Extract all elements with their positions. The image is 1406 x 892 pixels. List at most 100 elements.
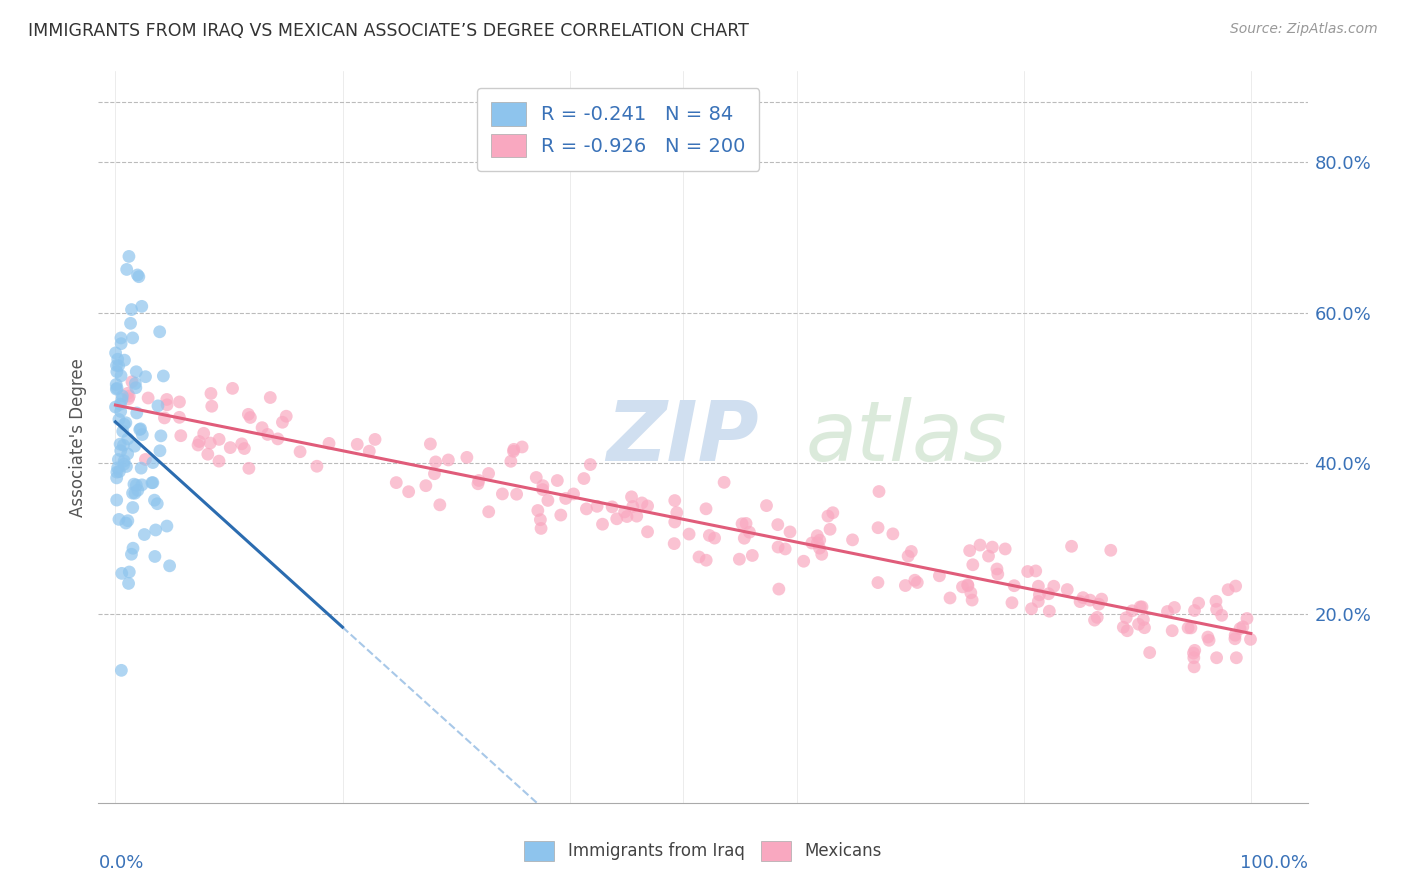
Text: IMMIGRANTS FROM IRAQ VS MEXICAN ASSOCIATE’S DEGREE CORRELATION CHART: IMMIGRANTS FROM IRAQ VS MEXICAN ASSOCIAT… [28,22,749,40]
Point [1087,597,1109,611]
Point [1128,617,1150,632]
Point [977,549,1000,563]
Point [1225,579,1247,593]
Point [1133,621,1156,635]
Point [142,475,165,490]
Point [664,515,686,529]
Point [793,554,815,568]
Point [1182,646,1205,660]
Point [114,353,136,368]
Point [107,359,129,373]
Point [969,538,991,552]
Point [1083,613,1105,627]
Point [233,442,256,456]
Point [267,432,290,446]
Point [606,512,628,526]
Point [208,454,231,468]
Point [1060,539,1083,553]
Point [111,425,134,439]
Point [200,436,222,450]
Point [121,302,143,317]
Point [129,422,152,436]
Point [810,547,832,561]
Point [467,476,489,491]
Point [117,392,139,406]
Point [600,500,623,514]
Point [259,391,281,405]
Point [425,455,447,469]
Point [159,558,181,573]
Point [415,478,437,492]
Point [524,470,547,484]
Point [502,444,524,458]
Point [104,400,127,414]
Point [1078,593,1101,607]
Point [631,496,654,510]
Point [110,443,132,458]
Point [981,540,1004,554]
Point [1130,599,1153,614]
Point [664,493,686,508]
Point [818,522,841,536]
Point [695,553,717,567]
Point [364,433,387,447]
Point [531,478,554,492]
Point [156,392,179,407]
Point [468,474,491,488]
Point [149,325,172,339]
Point [105,365,128,379]
Point [105,359,128,373]
Point [1218,582,1240,597]
Point [1225,650,1247,665]
Point [616,509,638,524]
Point [128,423,150,437]
Point [592,517,614,532]
Point [1232,620,1254,634]
Point [1112,620,1135,634]
Point [510,440,533,454]
Point [239,410,262,425]
Point [821,506,844,520]
Point [110,404,132,418]
Point [728,552,751,566]
Point [1197,630,1219,644]
Point [238,461,260,475]
Point [423,467,446,481]
Point [105,493,128,508]
Point [117,432,139,446]
Point [156,519,179,533]
Point [125,478,148,492]
Point [105,465,128,479]
Point [572,471,595,485]
Point [1205,594,1227,608]
Point [868,521,890,535]
Point [956,579,979,593]
Point [288,444,311,458]
Point [806,536,828,550]
Point [1091,592,1114,607]
Point [491,487,513,501]
Point [108,512,131,526]
Point [766,540,789,554]
Point [141,475,163,490]
Point [108,465,131,479]
Point [136,391,159,405]
Point [994,541,1017,556]
Point [1129,599,1152,614]
Point [429,498,451,512]
Point [986,562,1008,576]
Point [956,578,979,592]
Point [613,505,636,519]
Point [118,565,141,579]
Point [1038,604,1060,618]
Point [733,531,755,545]
Point [1184,643,1206,657]
Y-axis label: Associate's Degree: Associate's Degree [69,358,87,516]
Point [1229,622,1251,636]
Point [156,398,179,412]
Point [193,426,215,441]
Point [152,368,174,383]
Point [678,527,700,541]
Point [531,483,554,497]
Point [529,513,551,527]
